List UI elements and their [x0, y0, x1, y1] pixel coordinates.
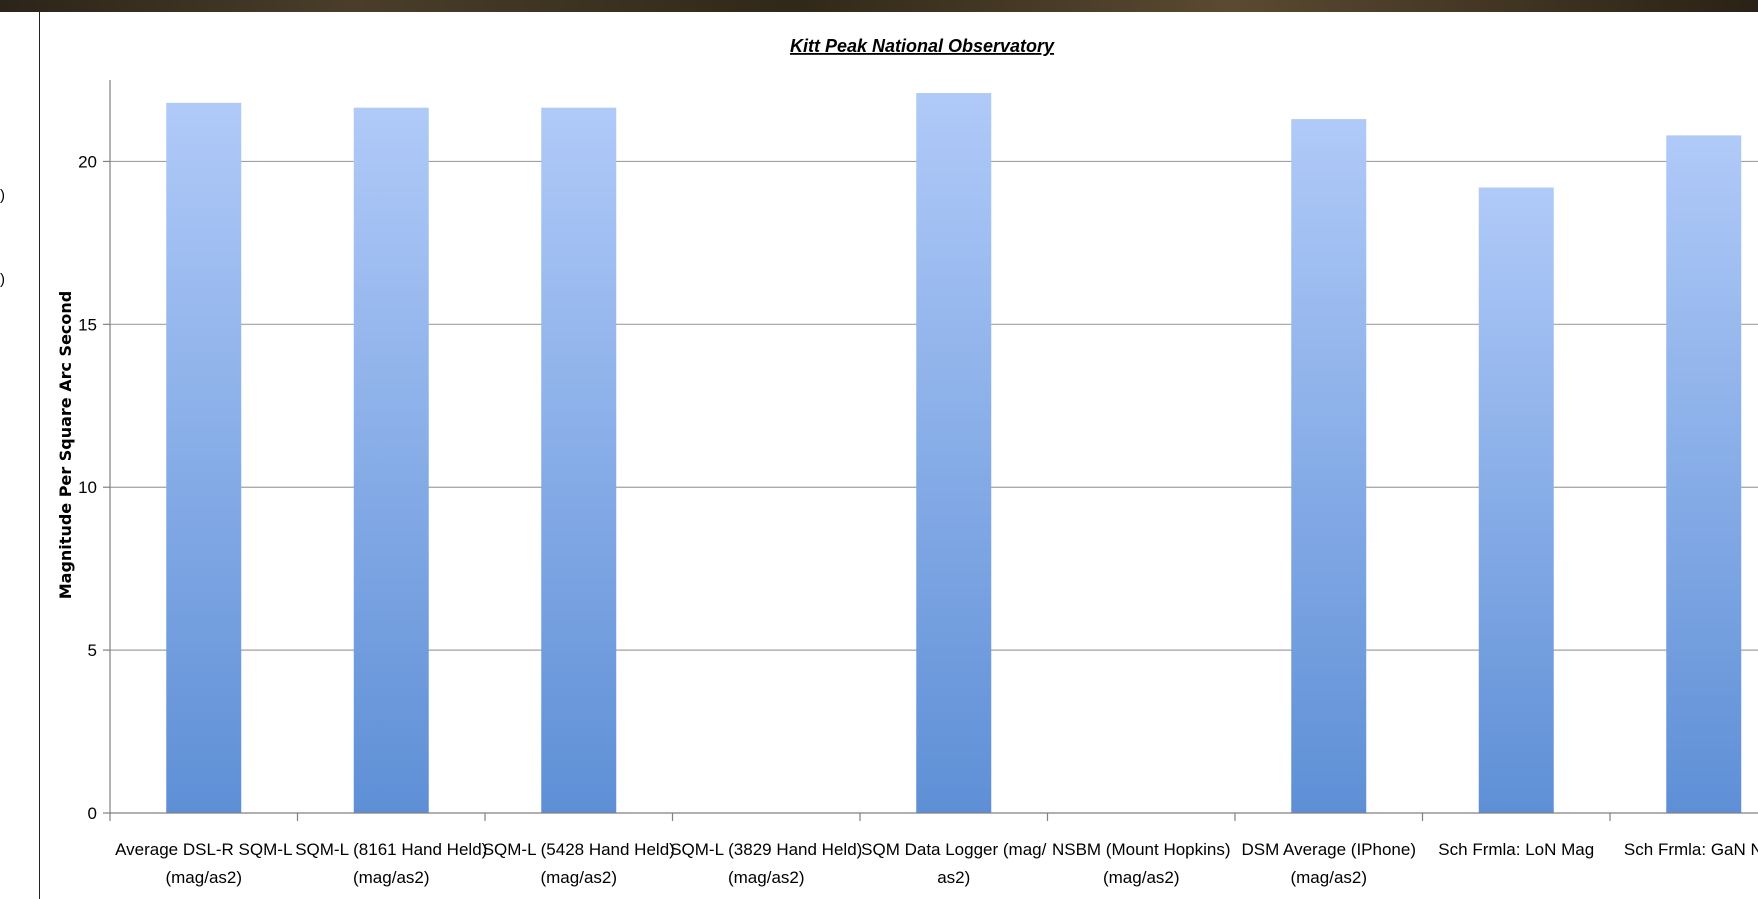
category-label-7: Sch Frmla: LoN Mag: [1438, 840, 1594, 859]
category-label-4: SQM Data Logger (mag/as2): [861, 840, 1046, 887]
left-text-fragment-1: ): [0, 187, 5, 204]
category-label-6: DSM Average (IPhone) (mag/as2): [1242, 840, 1417, 887]
bar-2: [541, 107, 617, 814]
y-axis-label: Magnitude Per Square Arc Second: [56, 291, 75, 600]
category-label-1: SQM-L (8161 Hand Held) (mag/as2): [295, 840, 487, 887]
category-label-0: Average DSL-R SQM-L (mag/as2): [115, 840, 292, 887]
y-tick-label-2: 10: [78, 478, 97, 497]
bar-8: [1666, 135, 1742, 814]
category-labels: Average DSL-R SQM-L (mag/as2)SQM-L (8161 …: [115, 840, 1758, 887]
category-label-8: Sch Frmla: GaN NEL: [1624, 840, 1758, 859]
y-tick-label-3: 15: [78, 315, 97, 334]
category-label-5: NSBM (Mount Hopkins) (mag/as2): [1052, 840, 1231, 887]
y-tick-label-1: 5: [88, 641, 97, 660]
left-panel: ) ): [0, 12, 40, 899]
category-label-3: SQM-L (3829 Hand Held) (mag/as2): [670, 840, 862, 887]
category-label-2: SQM-L (5428 Hand Held) (mag/as2): [483, 840, 675, 887]
bar-0: [166, 102, 242, 813]
axes: [109, 80, 1758, 821]
bar-7: [1478, 187, 1554, 814]
background-photo-strip: [0, 0, 1758, 12]
y-tick-labels: 0 5 10 15 20: [78, 152, 97, 823]
bar-1: [353, 107, 429, 814]
y-tick-label-0: 0: [88, 804, 97, 823]
left-text-fragment-2: ): [0, 271, 5, 288]
bars: [166, 93, 1742, 814]
y-tick-label-4: 20: [78, 152, 97, 171]
bar-6: [1291, 119, 1367, 814]
chart-title: Kitt Peak National Observatory: [790, 36, 1055, 56]
bar-4: [916, 93, 992, 813]
